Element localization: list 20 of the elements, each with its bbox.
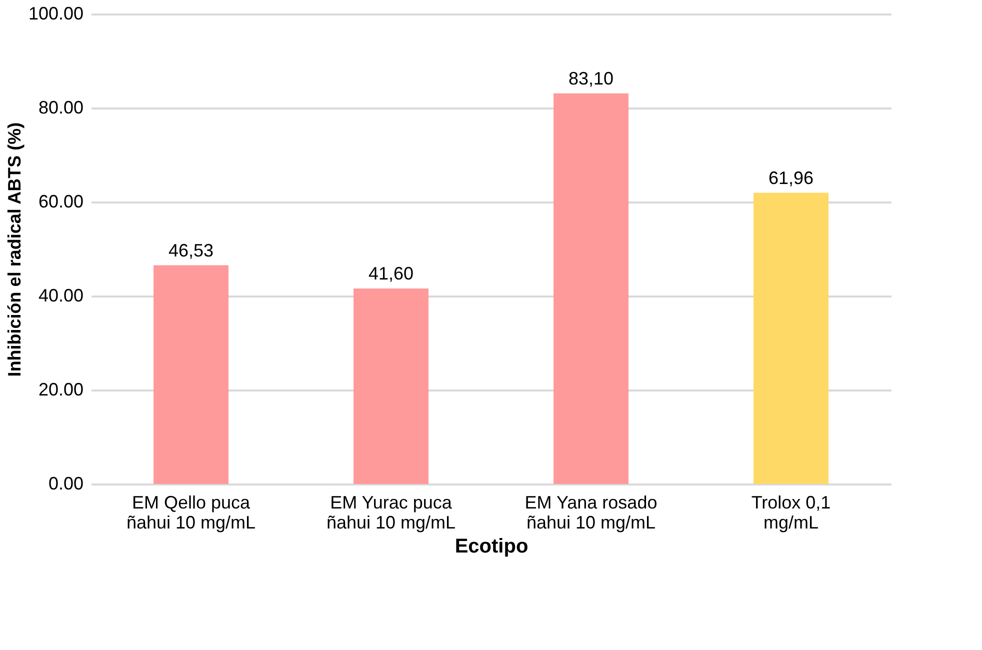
x-axis-title: Ecotipo	[454, 536, 528, 558]
x-tick-label: Trolox 0,1 mg/mL	[751, 492, 831, 532]
x-tick-label: EM Qello puca ñahui 10 mg/mL	[126, 492, 256, 532]
x-tick-label: EM Yana rosado ñahui 10 mg/mL	[524, 492, 658, 532]
data-label: 46,53	[168, 240, 214, 260]
x-tick-label: EM Yurac puca ñahui 10 mg/mL	[326, 492, 456, 532]
y-tick-label: 100.00	[28, 4, 84, 24]
bar	[154, 265, 228, 484]
y-tick-label: 60.00	[38, 192, 84, 212]
y-tick-label: 40.00	[38, 286, 84, 306]
data-label: 61,96	[768, 168, 814, 188]
y-tick-label: 80.00	[38, 98, 84, 118]
data-label: 41,60	[368, 263, 414, 284]
bar	[754, 192, 828, 484]
y-axis-title: Inhibición el radical ABTS (%)	[4, 122, 24, 377]
bar	[354, 288, 428, 484]
y-tick-label: 20.00	[38, 380, 84, 400]
bar	[554, 93, 628, 484]
data-label: 83,10	[568, 68, 614, 88]
y-tick-label: 0.00	[48, 474, 84, 494]
